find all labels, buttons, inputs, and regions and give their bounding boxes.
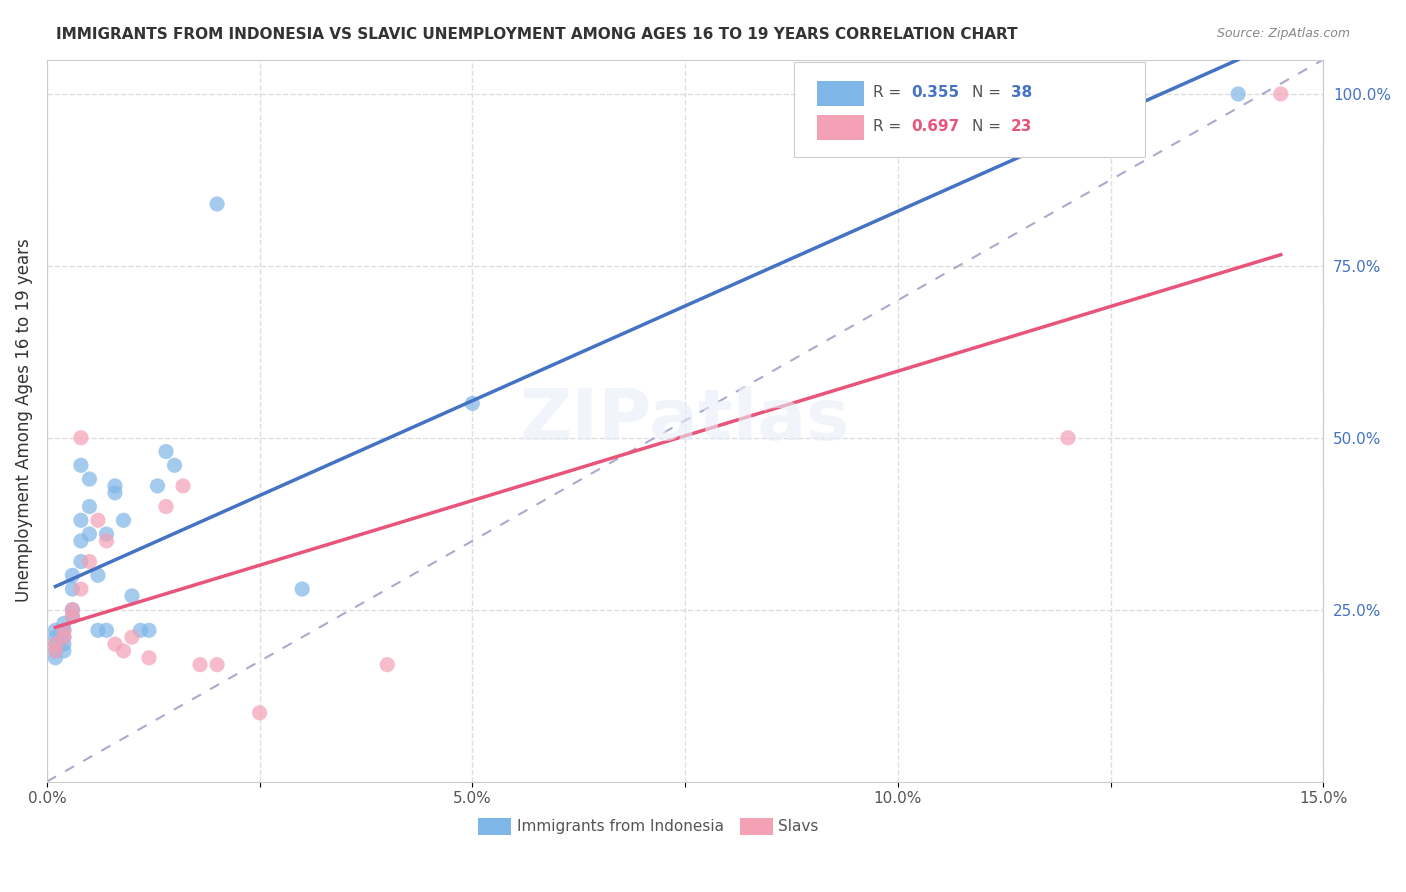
Point xyxy=(112,644,135,658)
Point xyxy=(62,568,84,582)
Point xyxy=(249,706,271,720)
FancyBboxPatch shape xyxy=(817,115,863,140)
Point xyxy=(62,609,84,624)
Point xyxy=(79,527,101,541)
Point xyxy=(146,479,169,493)
Point xyxy=(205,197,228,211)
Point xyxy=(1227,87,1250,101)
Text: 38: 38 xyxy=(1011,85,1032,100)
Point xyxy=(104,637,127,651)
Point xyxy=(70,555,93,569)
Point xyxy=(96,533,118,548)
Point xyxy=(1057,431,1080,445)
Point xyxy=(62,602,84,616)
FancyBboxPatch shape xyxy=(740,818,773,835)
Point xyxy=(87,624,110,638)
Point xyxy=(44,624,66,638)
Point xyxy=(62,582,84,596)
Point xyxy=(44,630,66,644)
Point xyxy=(138,650,160,665)
Point xyxy=(121,589,143,603)
Point xyxy=(70,431,93,445)
Point xyxy=(172,479,194,493)
Point xyxy=(62,602,84,616)
Point xyxy=(87,513,110,527)
Point xyxy=(1270,87,1292,101)
Point xyxy=(62,609,84,624)
Text: N =: N = xyxy=(973,85,1007,100)
Point xyxy=(52,644,75,658)
Point xyxy=(44,637,66,651)
FancyBboxPatch shape xyxy=(817,81,863,106)
Point xyxy=(104,479,127,493)
Point xyxy=(52,616,75,631)
Point xyxy=(291,582,314,596)
Point xyxy=(96,527,118,541)
Point xyxy=(79,555,101,569)
Text: IMMIGRANTS FROM INDONESIA VS SLAVIC UNEMPLOYMENT AMONG AGES 16 TO 19 YEARS CORRE: IMMIGRANTS FROM INDONESIA VS SLAVIC UNEM… xyxy=(56,27,1018,42)
Point xyxy=(70,533,93,548)
Point xyxy=(205,657,228,672)
Point xyxy=(375,657,398,672)
Point xyxy=(52,637,75,651)
Point xyxy=(44,637,66,651)
Text: 23: 23 xyxy=(1011,120,1032,134)
Point xyxy=(79,500,101,514)
Text: Source: ZipAtlas.com: Source: ZipAtlas.com xyxy=(1216,27,1350,40)
Point xyxy=(461,396,484,410)
Point xyxy=(155,444,177,458)
Point xyxy=(96,624,118,638)
Point xyxy=(79,472,101,486)
Point xyxy=(155,500,177,514)
Point xyxy=(44,644,66,658)
Point xyxy=(121,630,143,644)
Text: R =: R = xyxy=(873,85,905,100)
Text: N =: N = xyxy=(973,120,1007,134)
Point xyxy=(70,513,93,527)
Y-axis label: Unemployment Among Ages 16 to 19 years: Unemployment Among Ages 16 to 19 years xyxy=(15,239,32,602)
Point xyxy=(52,624,75,638)
Text: Slavs: Slavs xyxy=(779,819,818,834)
Text: R =: R = xyxy=(873,120,905,134)
Text: Immigrants from Indonesia: Immigrants from Indonesia xyxy=(516,819,724,834)
Point xyxy=(104,485,127,500)
Point xyxy=(112,513,135,527)
FancyBboxPatch shape xyxy=(478,818,512,835)
Point xyxy=(52,630,75,644)
Point xyxy=(44,650,66,665)
Point xyxy=(70,458,93,473)
Text: 0.697: 0.697 xyxy=(911,120,959,134)
Point xyxy=(70,582,93,596)
FancyBboxPatch shape xyxy=(793,62,1144,157)
Point xyxy=(163,458,186,473)
Point xyxy=(129,624,152,638)
Point xyxy=(52,630,75,644)
Point xyxy=(87,568,110,582)
Point xyxy=(188,657,211,672)
Text: ZIPatlas: ZIPatlas xyxy=(520,386,851,455)
Text: 0.355: 0.355 xyxy=(911,85,959,100)
Point xyxy=(52,624,75,638)
Point xyxy=(138,624,160,638)
Point xyxy=(44,644,66,658)
